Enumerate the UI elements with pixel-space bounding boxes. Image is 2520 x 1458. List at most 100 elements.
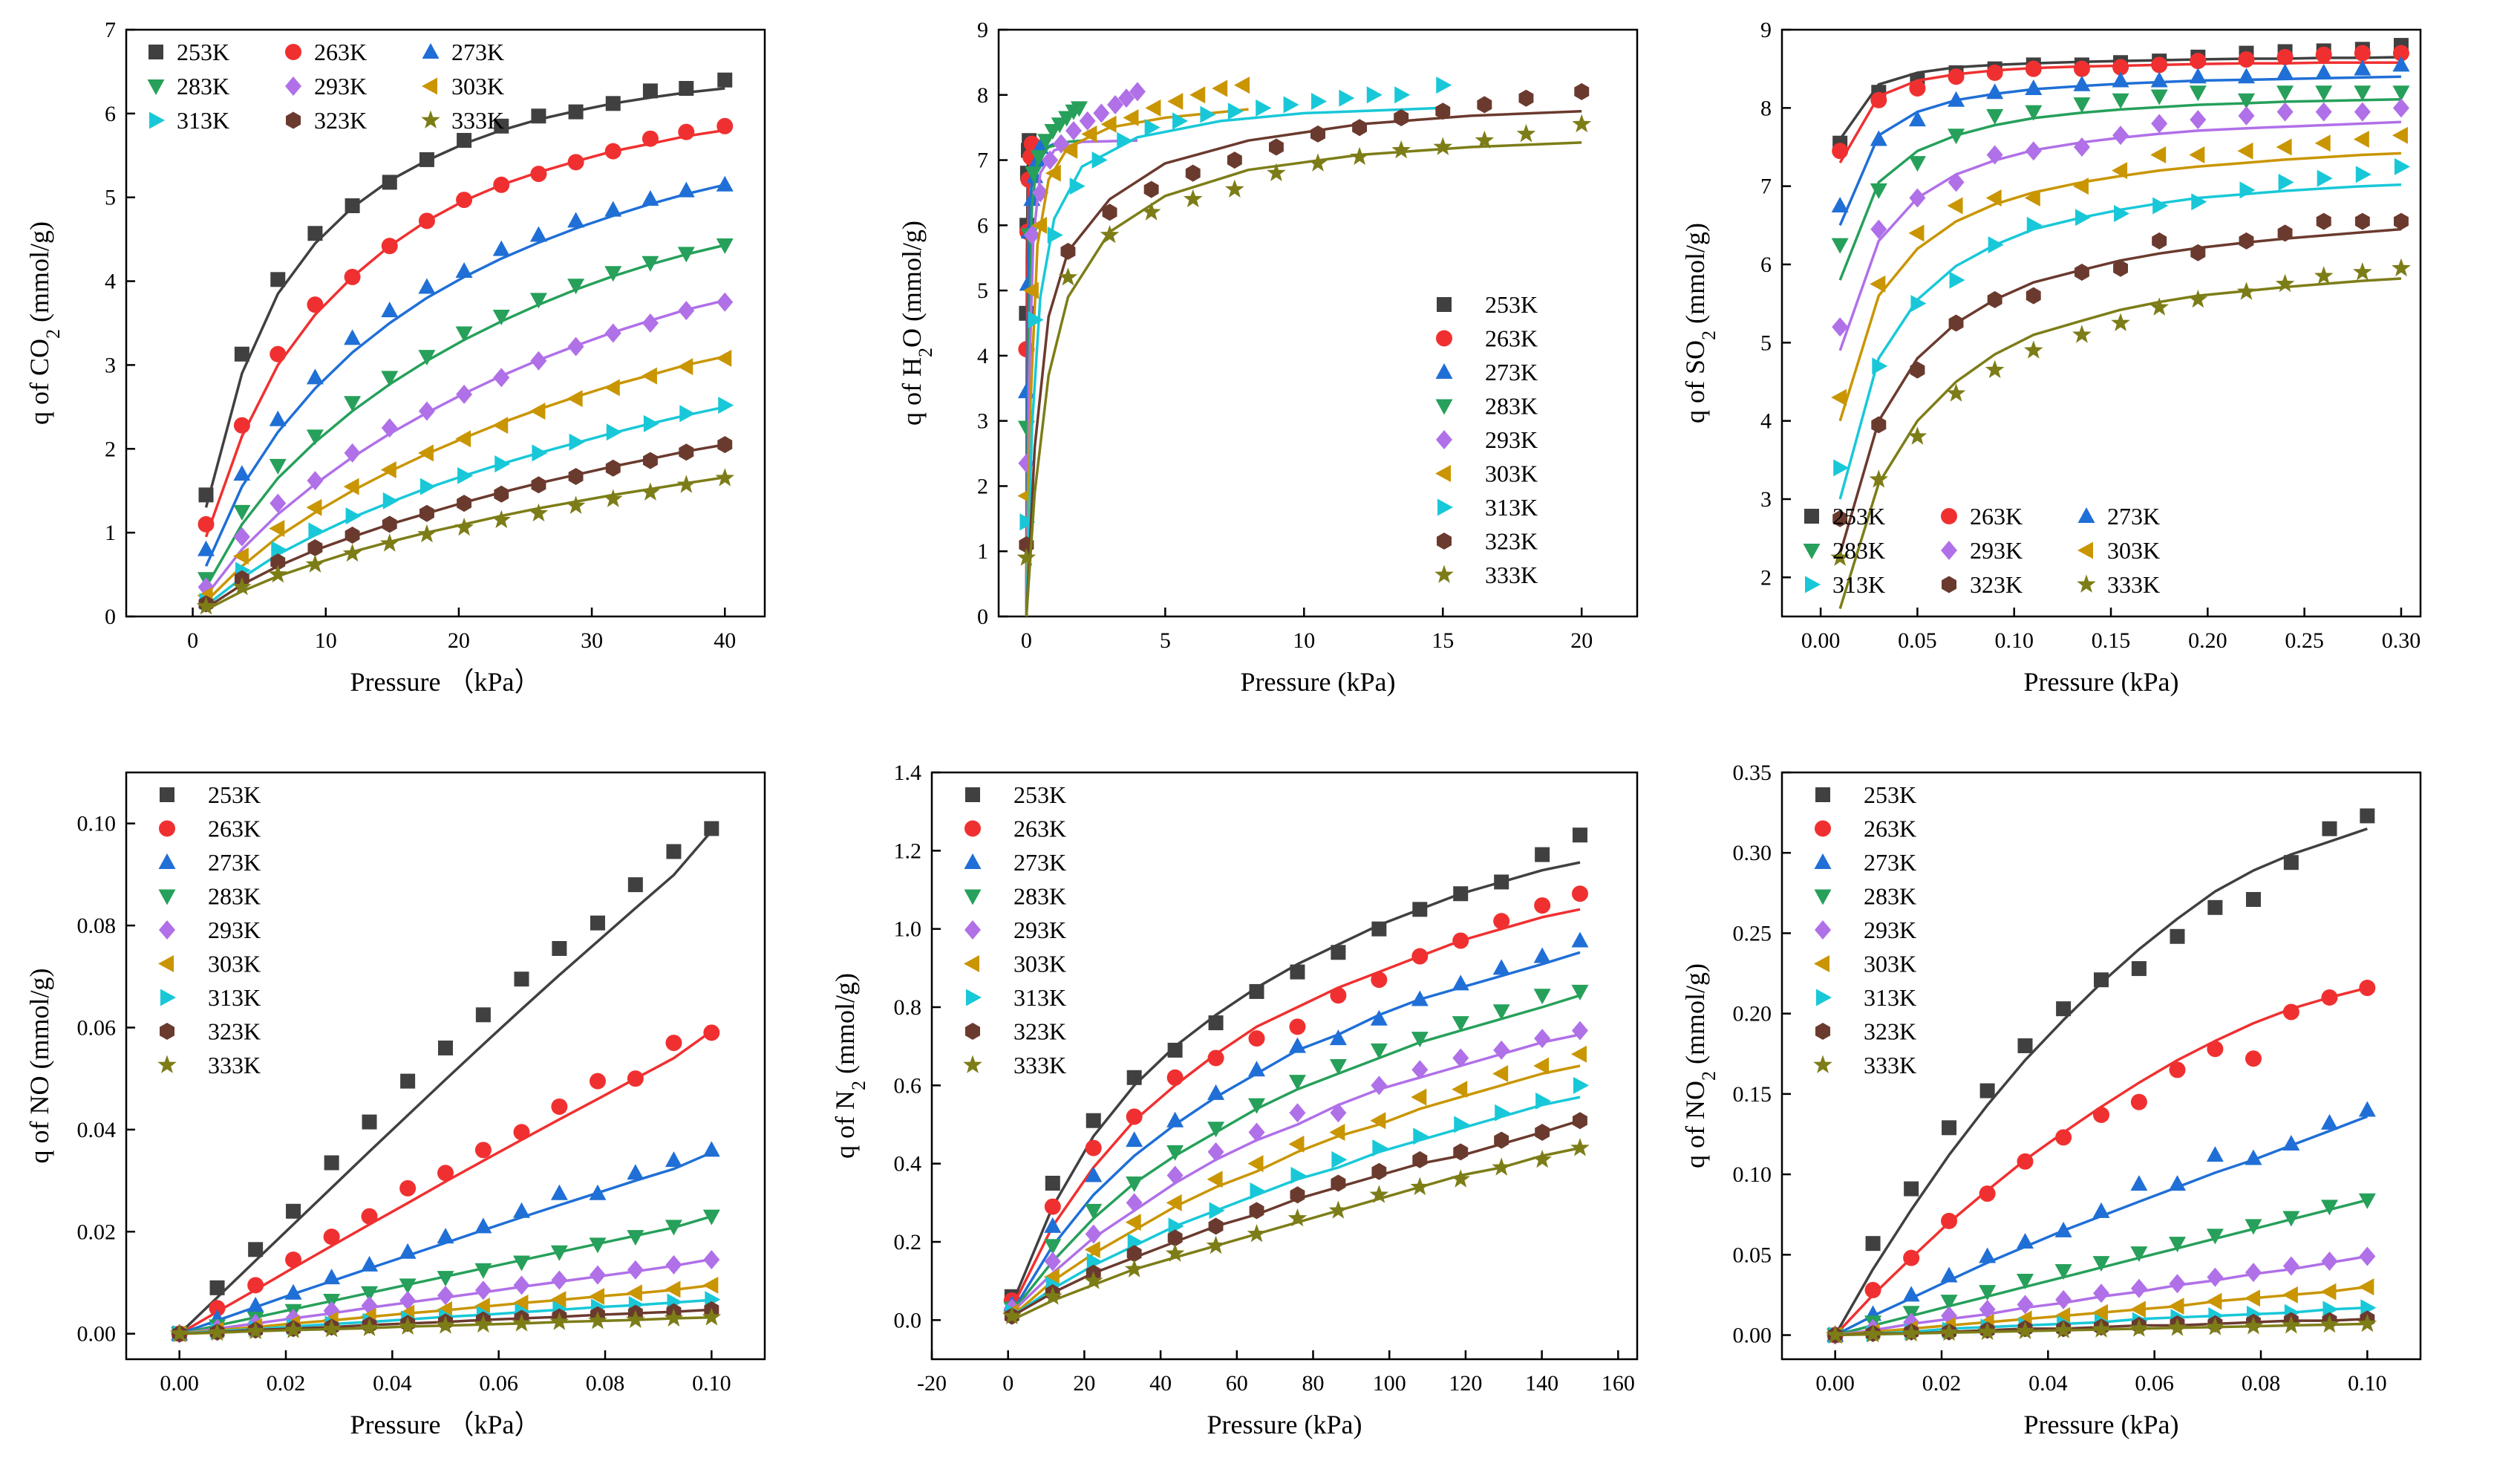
n2-point-273K [1571,931,1589,948]
h2o-point-303K [1081,125,1097,143]
h2o-point-313K [1200,105,1216,123]
h2o-point-333K [1141,202,1161,221]
so2-point-283K [2150,89,2168,105]
so2-ytick-label: 3 [1760,487,1772,512]
h2o-ytick-label: 7 [977,149,988,173]
h2o-point-303K [1123,109,1139,126]
n2-point-273K [1533,947,1551,963]
n2-point-253K [1535,847,1550,862]
co2-point-323K [420,504,434,522]
so2-legend-marker-273K [2077,507,2095,523]
co2-point-313K [420,478,436,495]
so2-point-333K [1869,469,1889,488]
h2o-point-333K [1433,137,1453,155]
no-point-333K [702,1307,722,1326]
h2o-point-303K [1145,99,1161,117]
co2-point-333K [454,517,474,536]
co2-legend: 253K 263K 273K 283K 293K 303K 313K 323K 333K [147,39,504,134]
co2-point-303K [716,349,732,367]
h2o-point-323K [1574,82,1590,100]
no2-point-303K [2206,1292,2222,1310]
n2-xlabel: Pressure (kPa) [1207,1410,1362,1439]
co2-point-303K [380,461,396,478]
no-point-333K [398,1316,417,1335]
co2-point-253K [419,152,434,167]
no-point-273K [665,1151,682,1168]
co2-point-273K [529,226,547,242]
no2-point-263K [1864,1281,1881,1298]
h2o-point-293K [1129,82,1146,102]
no2-legend-label-283K: 283K [1864,883,1916,910]
n2-legend-label-263K: 263K [1013,816,1066,842]
h2o-point-333K [1267,163,1286,181]
co2-fit-253K [204,87,725,508]
no2-ytick-label: 0.10 [1733,1162,1772,1187]
h2o-xtick-label: 15 [1432,628,1454,653]
so2-xtick-label: 0.30 [2382,628,2421,653]
n2-point-283K [1571,984,1589,1000]
co2-legend-marker-293K [285,77,301,96]
n2-point-303K [1207,1171,1223,1188]
co2-point-303K [529,403,546,420]
co2-point-313K [606,423,622,441]
so2-point-273K [2237,68,2255,84]
so2-point-283K [1948,128,1965,145]
co2-point-293K [344,443,361,463]
so2-point-323K [2075,264,2089,281]
co2-point-293K [307,471,324,491]
n2-point-283K [1411,1032,1429,1048]
co2-point-283K [269,458,287,475]
co2-point-323K [605,459,621,477]
co2-legend-label-333K: 333K [451,107,504,134]
so2-point-283K [2315,85,2333,102]
no-point-253K [552,941,567,956]
no-point-293K [627,1260,644,1280]
no-point-303K [702,1276,719,1294]
co2-ytick-label: 1 [105,521,116,545]
no2-point-253K [2131,961,2147,977]
no-point-273K [437,1228,454,1244]
no2-point-333K [1863,1324,1883,1343]
h2o-xtick-label: 10 [1293,628,1315,653]
co2-point-323K [457,495,471,512]
no2-point-293K [2207,1267,2224,1287]
no2-xtick-label: 0.04 [2028,1371,2068,1396]
n2-point-263K [1248,1030,1265,1047]
so2-point-283K [2025,105,2043,121]
no2-point-273K [2320,1113,2338,1130]
co2-point-263K [344,268,361,285]
no-xtick-label: 0.02 [267,1371,306,1396]
so2-point-263K [1986,64,2003,81]
co2-point-313K [569,433,585,451]
so2-point-313K [1833,459,1850,477]
no2-point-273K [1902,1286,1920,1302]
no-point-273K [399,1243,417,1259]
no2-point-283K [2017,1273,2034,1289]
co2-point-283K [306,429,324,446]
co2-point-333K [232,577,252,596]
no2-point-253K [2207,899,2223,915]
no-point-273K [474,1217,492,1234]
co2-point-323K [494,485,509,503]
n2-point-333K [1451,1169,1471,1188]
so2-point-293K [2112,126,2129,146]
h2o-xtick-label: 20 [1570,628,1593,653]
n2-panel: -20 0 20 40 60 80 100 120 140 160 0.0 0.2 0.4 0.6 0.8 1… [830,761,1639,1439]
h2o-point-323K [1143,180,1159,198]
no2-legend-marker-253K [1815,787,1830,802]
no-point-253K [704,821,719,836]
n2-point-293K [1493,1040,1510,1060]
so2-point-303K [1870,275,1886,293]
n2-point-273K [1288,1037,1306,1053]
so2-point-323K [2277,224,2293,242]
no2-point-273K [2017,1233,2034,1249]
co2-xtick-label: 10 [315,628,337,653]
no-legend-marker-253K [160,787,174,802]
so2-point-283K [2189,85,2207,102]
h2o-point-293K [1093,103,1110,123]
no2-point-273K [2245,1149,2262,1165]
no-point-283K [361,1286,379,1302]
so2-point-283K [2392,85,2410,102]
n2-point-333K [1165,1243,1185,1262]
so2-point-293K [2276,102,2294,122]
